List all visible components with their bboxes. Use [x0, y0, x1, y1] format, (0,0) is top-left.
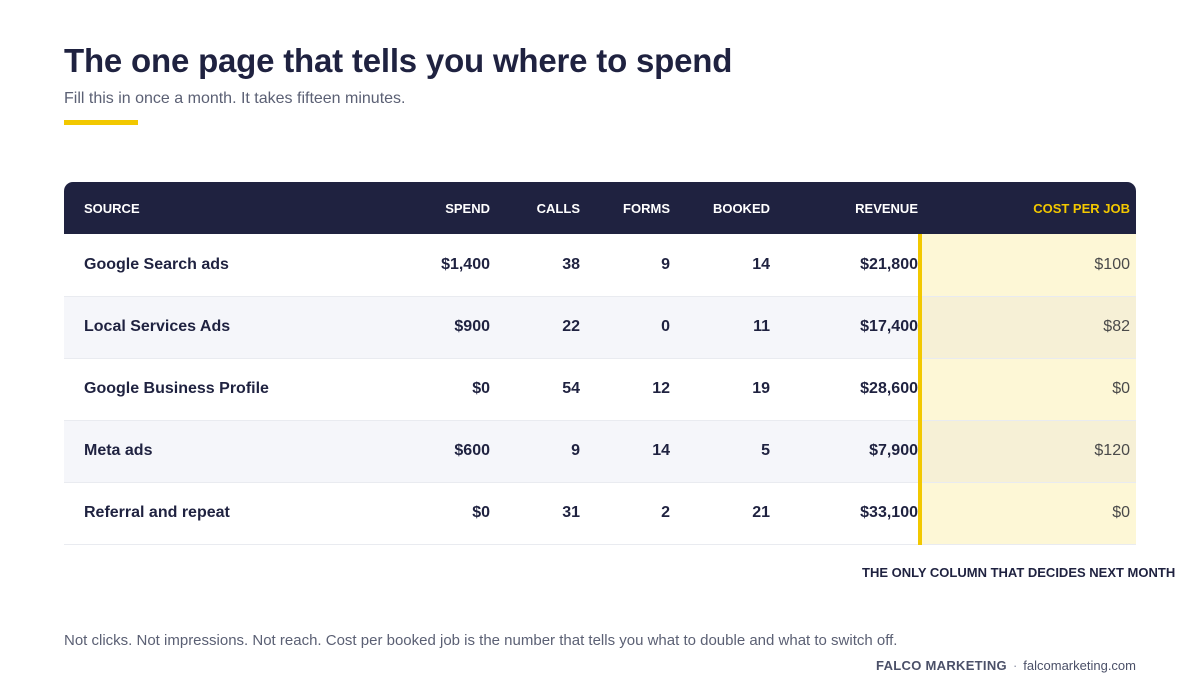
table-row: Local Services Ads $900 22 0 11 $17,400 … — [64, 296, 1136, 358]
cell-booked: 21 — [752, 504, 770, 521]
cell-booked: 5 — [761, 442, 770, 459]
cell-cost-per-job: $0 — [918, 358, 1136, 420]
table-header-row: SOURCE SPEND CALLS FORMS BOOKED REVENUE … — [64, 182, 1136, 234]
cell-spend: $0 — [472, 504, 490, 521]
cell-calls: 9 — [571, 442, 580, 459]
column-header-spend: SPEND — [445, 200, 490, 216]
cell-booked: 14 — [752, 255, 770, 273]
column-header-revenue: REVENUE — [855, 200, 918, 216]
table-row: Google Business Profile $0 54 12 19 $28,… — [64, 358, 1136, 420]
column-header-forms: FORMS — [623, 200, 670, 216]
footer-separator: · — [1012, 658, 1018, 673]
cell-calls: 54 — [562, 380, 580, 397]
cell-revenue: $28,600 — [860, 380, 918, 397]
cell-forms: 14 — [652, 442, 670, 459]
table-row: Referral and repeat $0 31 2 21 $33,100 $… — [64, 482, 1136, 544]
cell-calls: 38 — [562, 255, 580, 273]
cell-cost-per-job: $0 — [918, 482, 1136, 544]
footer-url: falcomarketing.com — [1023, 658, 1136, 673]
cell-source: Meta ads — [84, 442, 153, 459]
footer-brand: FALCO MARKETING — [876, 658, 1007, 673]
cell-cost-per-job: $100 — [918, 234, 1136, 296]
cell-spend: $1,400 — [441, 255, 490, 273]
page-subtitle: Fill this in once a month. It takes fift… — [64, 90, 406, 107]
cell-source: Local Services Ads — [84, 318, 231, 335]
cell-cost-per-job: $120 — [918, 420, 1136, 482]
cell-revenue: $7,900 — [869, 442, 918, 459]
highlight-column-note: THE ONLY COLUMN THAT DECIDES NEXT MONTH — [862, 565, 1176, 580]
cell-spend: $900 — [454, 318, 490, 335]
cell-calls: 22 — [562, 318, 580, 335]
footnote: Not clicks. Not impressions. Not reach. … — [64, 632, 898, 649]
cell-calls: 31 — [562, 504, 580, 521]
cell-forms: 0 — [661, 318, 670, 335]
cell-forms: 2 — [661, 504, 670, 521]
spend-table: SOURCE SPEND CALLS FORMS BOOKED REVENUE … — [64, 182, 1136, 545]
page-title: The one page that tells you where to spe… — [64, 42, 733, 79]
title-accent-rule — [64, 120, 138, 125]
column-header-booked: BOOKED — [712, 200, 770, 216]
table-row: Google Search ads $1,400 38 9 14 $21,800… — [64, 234, 1136, 296]
cell-revenue: $21,800 — [860, 255, 918, 273]
cell-forms: 12 — [652, 380, 670, 397]
cell-forms: 9 — [661, 255, 670, 273]
column-header-calls: CALLS — [536, 200, 580, 216]
cell-booked: 11 — [753, 318, 770, 335]
cell-revenue: $17,400 — [860, 318, 918, 335]
column-header-cost-per-job: COST PER JOB — [1033, 200, 1130, 216]
table-row: Meta ads $600 9 14 5 $7,900 $120 — [64, 420, 1136, 482]
cell-source: Google Search ads — [84, 255, 229, 273]
cell-revenue: $33,100 — [860, 504, 918, 521]
cell-spend: $0 — [472, 380, 490, 397]
cell-booked: 19 — [752, 380, 770, 397]
cell-spend: $600 — [454, 442, 490, 459]
footer: FALCO MARKETING · falcomarketing.com — [876, 658, 1136, 673]
cell-source: Referral and repeat — [84, 504, 230, 521]
column-header-source: SOURCE — [84, 200, 140, 216]
cell-source: Google Business Profile — [84, 380, 269, 397]
cell-cost-per-job: $82 — [918, 296, 1136, 358]
